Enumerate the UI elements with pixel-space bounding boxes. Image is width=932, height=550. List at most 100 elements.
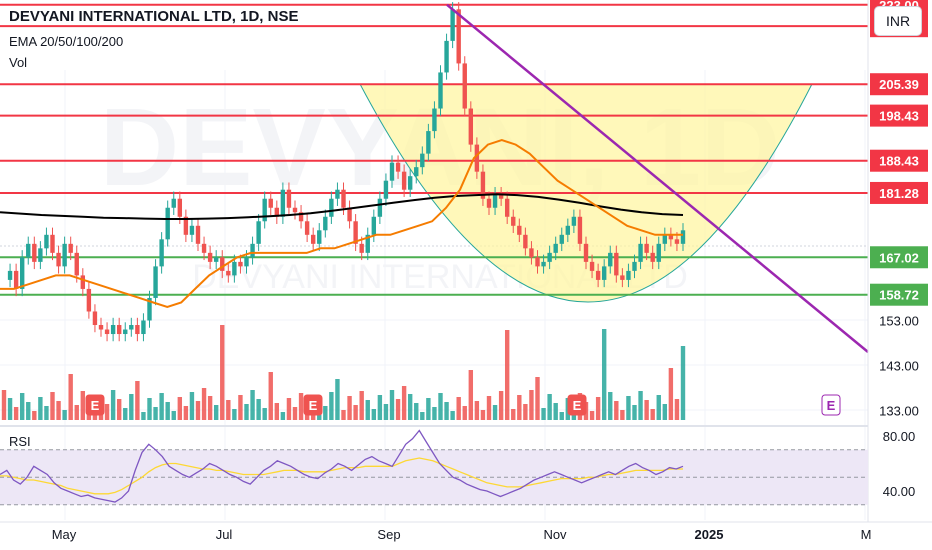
volume-bar (656, 395, 661, 420)
volume-bar (365, 400, 370, 420)
volume-bar (407, 394, 413, 420)
volume-bar (504, 330, 510, 420)
candle-body (492, 194, 498, 208)
earnings-marker-label: E (309, 398, 318, 413)
candle-body (317, 230, 322, 244)
volume-indicator-label[interactable]: Vol (9, 55, 28, 70)
volume-bar (220, 325, 225, 420)
candle-body (335, 189, 340, 199)
candle-body (535, 257, 540, 267)
time-axis-tick: M (861, 527, 872, 542)
volume-bar (371, 409, 377, 420)
candle-body (244, 257, 249, 267)
volume-bar (480, 410, 486, 420)
volume-bar (601, 329, 607, 420)
volume-bar (589, 411, 595, 420)
candle-body (74, 252, 79, 276)
candle-body (129, 325, 134, 330)
candle-body (19, 257, 25, 289)
resistance-price-tag: 181.28 (879, 186, 919, 201)
earnings-marker-label: E (827, 398, 836, 413)
candle-body (159, 239, 164, 267)
candle-body (517, 225, 522, 235)
volume-bar (62, 410, 67, 420)
support-price-tag: 158.72 (879, 288, 919, 303)
candle-body (189, 225, 195, 235)
candle-body (116, 325, 122, 335)
volume-bar (110, 390, 116, 420)
candle-body (389, 162, 395, 181)
time-axis-tick: May (52, 527, 77, 542)
rsi-indicator-label[interactable]: RSI (9, 434, 31, 449)
volume-bar (323, 406, 328, 420)
candle-body (92, 311, 98, 326)
candle-body (213, 257, 219, 262)
volume-bar (650, 409, 655, 420)
candle-body (644, 243, 649, 253)
volume-bar (159, 393, 164, 420)
candle-body (426, 131, 431, 154)
volume-bar (13, 407, 19, 420)
volume-bar (559, 412, 564, 420)
time-axis-tick: Nov (543, 527, 567, 542)
volume-bar (123, 408, 128, 420)
volume-bar (232, 409, 237, 420)
candle-body (444, 40, 449, 73)
candle-body (547, 252, 552, 262)
support-price-tag-bg (870, 246, 928, 269)
candle-body (110, 325, 116, 335)
earnings-marker-label: E (573, 398, 582, 413)
volume-bar (395, 399, 401, 420)
candle-body (147, 297, 152, 321)
volume-bar (274, 403, 280, 420)
time-axis-tick: 2025 (695, 527, 724, 542)
candle-body (86, 288, 92, 312)
support-price-tag: 167.02 (879, 250, 919, 265)
candle-body (486, 198, 492, 208)
volume-bar (662, 404, 668, 420)
rsi-axis-tick: 80.00 (883, 429, 916, 444)
rsi-line (0, 429, 684, 503)
candle-body (620, 275, 625, 280)
candle-body (123, 329, 128, 335)
volume-bar (535, 377, 540, 420)
candle-body (414, 167, 419, 177)
volume-bar (280, 412, 286, 420)
candle-body (541, 261, 546, 267)
candle-body (383, 180, 389, 199)
price-axis-tick: 153.00 (879, 314, 919, 329)
candle-body (50, 234, 55, 253)
support-price-tag-bg (870, 283, 928, 306)
volume-bar (104, 404, 110, 420)
candle-body (377, 198, 383, 217)
volume-bar (389, 390, 395, 420)
volume-bar (7, 398, 13, 420)
volume-bar (383, 404, 389, 420)
candle-body (583, 243, 589, 262)
volume-bar (19, 393, 25, 420)
time-axis-tick: Jul (216, 527, 233, 542)
volume-bar (183, 406, 189, 420)
volume-bar (492, 405, 498, 420)
candle-body (511, 216, 516, 226)
earnings-marker (821, 394, 841, 416)
volume-bar (547, 394, 552, 420)
resistance-price-tag: 205.39 (879, 77, 919, 92)
symbol-title[interactable]: DEVYANI INTERNATIONAL LTD, 1D, NSE (9, 8, 299, 25)
candle-body (280, 189, 286, 217)
candle-body (262, 198, 267, 222)
volume-bar (256, 399, 261, 420)
candle-body (395, 162, 401, 172)
candle-body (626, 270, 631, 280)
volume-bar (201, 388, 207, 420)
candle-body (347, 207, 352, 222)
price-axis-tick: 143.00 (879, 359, 919, 374)
candle-body (329, 198, 334, 217)
candle-body (468, 108, 474, 145)
ema-indicator-label[interactable]: EMA 20/50/100/200 (9, 34, 124, 49)
resistance-price-tag-bg (870, 181, 928, 204)
candle-body (141, 320, 146, 335)
candle-body (153, 266, 158, 298)
currency-button[interactable]: INR (874, 6, 922, 36)
